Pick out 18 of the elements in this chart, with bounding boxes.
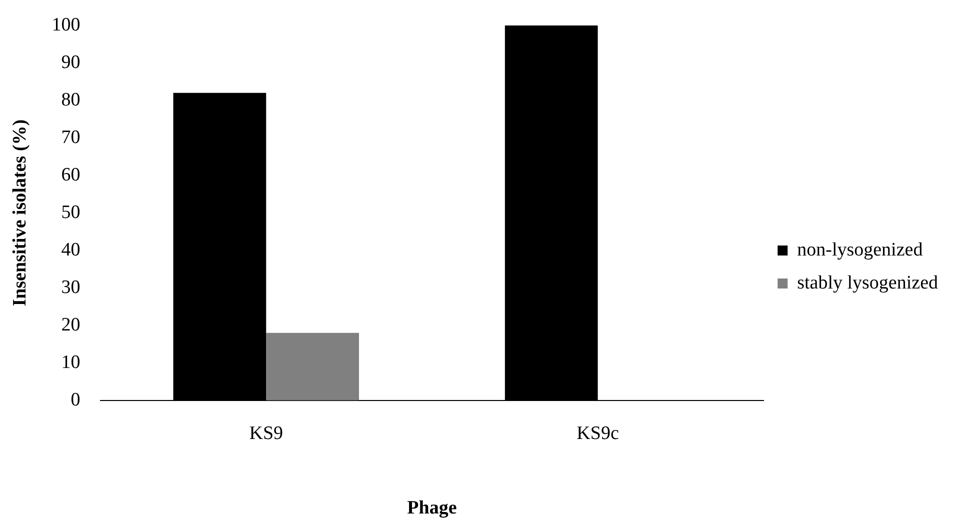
- y-tick-label: 90: [61, 52, 80, 73]
- bar: [266, 332, 359, 400]
- x-axis-title: Phage: [407, 498, 457, 519]
- y-axis-title: Insensitive isolates (%): [9, 119, 30, 306]
- y-tick-label: 20: [61, 314, 80, 336]
- legend-label: stably lysogenized: [797, 272, 938, 294]
- y-tick-label: 80: [61, 89, 80, 110]
- x-tick-label: KS9: [249, 422, 284, 444]
- y-tick-label: 50: [61, 202, 80, 223]
- y-tick-label: 40: [61, 239, 80, 260]
- y-tick-label: 100: [52, 14, 80, 36]
- y-tick-label: 10: [61, 352, 80, 373]
- y-tick-label: 30: [61, 276, 80, 298]
- x-tick-label: KS9c: [576, 422, 619, 444]
- y-tick-label: 70: [61, 126, 80, 148]
- y-tick-label: 60: [61, 164, 80, 186]
- legend-label: non-lysogenized: [797, 239, 924, 260]
- y-tick-label: 0: [70, 389, 80, 410]
